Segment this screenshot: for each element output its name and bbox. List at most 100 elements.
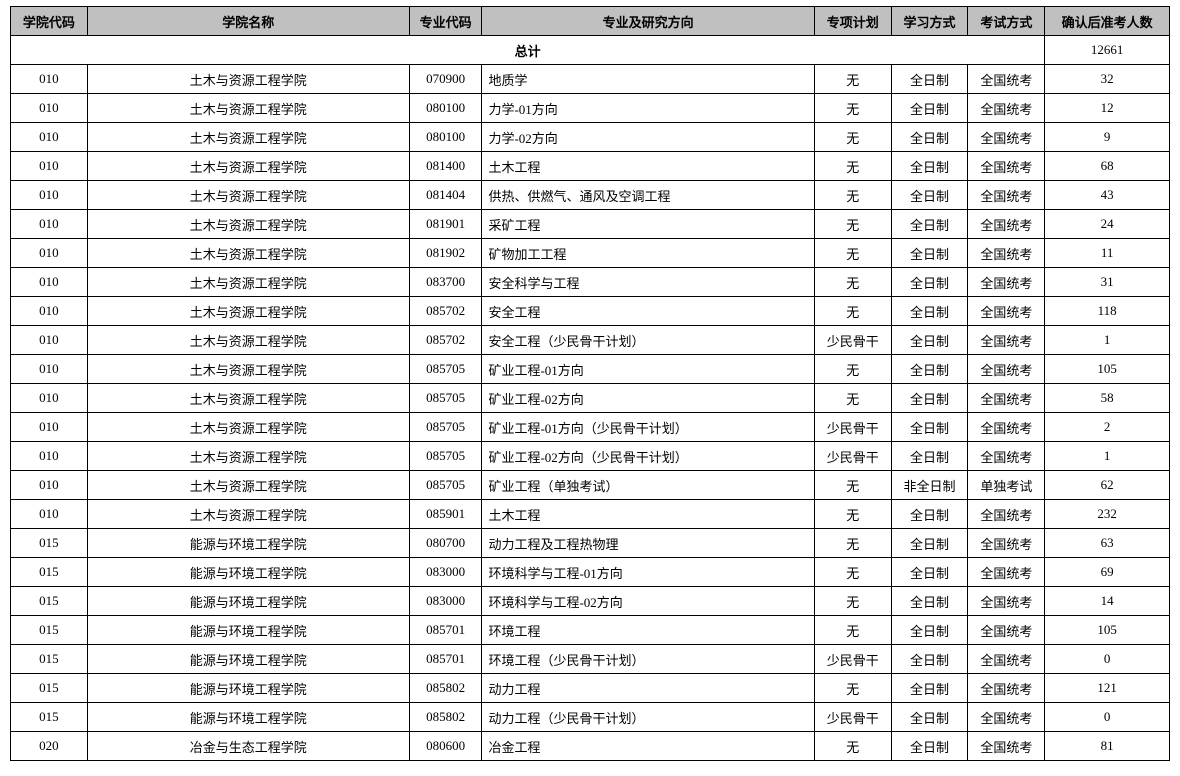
- cell-plan: 少民骨干: [814, 413, 891, 442]
- cell-major-name: 冶金工程: [482, 732, 814, 761]
- cell-count: 69: [1045, 558, 1170, 587]
- cell-exam-mode: 全国统考: [968, 645, 1045, 674]
- table-row: 010土木与资源工程学院070900地质学无全日制全国统考32: [11, 65, 1170, 94]
- cell-plan: 无: [814, 674, 891, 703]
- cell-major-code: 085705: [409, 384, 482, 413]
- cell-plan: 无: [814, 239, 891, 268]
- cell-major-name: 环境工程: [482, 616, 814, 645]
- cell-school-code: 010: [11, 326, 88, 355]
- cell-study-mode: 全日制: [891, 442, 968, 471]
- total-label: 总计: [11, 36, 1045, 65]
- cell-plan: 无: [814, 123, 891, 152]
- cell-major-code: 085705: [409, 471, 482, 500]
- cell-count: 58: [1045, 384, 1170, 413]
- cell-count: 62: [1045, 471, 1170, 500]
- cell-plan: 无: [814, 210, 891, 239]
- cell-school-code: 020: [11, 732, 88, 761]
- cell-school-code: 010: [11, 65, 88, 94]
- cell-major-name: 安全工程: [482, 297, 814, 326]
- cell-exam-mode: 全国统考: [968, 239, 1045, 268]
- cell-exam-mode: 全国统考: [968, 123, 1045, 152]
- cell-major-code: 085901: [409, 500, 482, 529]
- cell-school-code: 010: [11, 210, 88, 239]
- cell-exam-mode: 全国统考: [968, 529, 1045, 558]
- cell-study-mode: 全日制: [891, 268, 968, 297]
- cell-study-mode: 全日制: [891, 65, 968, 94]
- cell-major-code: 081902: [409, 239, 482, 268]
- cell-school-name: 土木与资源工程学院: [87, 94, 409, 123]
- cell-exam-mode: 全国统考: [968, 152, 1045, 181]
- cell-exam-mode: 全国统考: [968, 616, 1045, 645]
- table-row: 015能源与环境工程学院085701环境工程无全日制全国统考105: [11, 616, 1170, 645]
- table-row: 010土木与资源工程学院085705矿业工程-01方向（少民骨干计划）少民骨干全…: [11, 413, 1170, 442]
- cell-exam-mode: 全国统考: [968, 674, 1045, 703]
- cell-plan: 无: [814, 500, 891, 529]
- cell-school-code: 015: [11, 703, 88, 732]
- cell-school-name: 土木与资源工程学院: [87, 210, 409, 239]
- cell-school-code: 010: [11, 181, 88, 210]
- col-exam-mode: 考试方式: [968, 7, 1045, 36]
- cell-plan: 少民骨干: [814, 645, 891, 674]
- cell-exam-mode: 全国统考: [968, 732, 1045, 761]
- cell-study-mode: 全日制: [891, 703, 968, 732]
- cell-major-name: 矿业工程-02方向: [482, 384, 814, 413]
- table-row: 010土木与资源工程学院085705矿业工程-02方向无全日制全国统考58: [11, 384, 1170, 413]
- table-row: 010土木与资源工程学院081404供热、供燃气、通风及空调工程无全日制全国统考…: [11, 181, 1170, 210]
- cell-count: 0: [1045, 703, 1170, 732]
- cell-major-code: 080100: [409, 94, 482, 123]
- cell-count: 31: [1045, 268, 1170, 297]
- cell-study-mode: 非全日制: [891, 471, 968, 500]
- cell-school-name: 能源与环境工程学院: [87, 558, 409, 587]
- table-row: 020冶金与生态工程学院080600冶金工程无全日制全国统考81: [11, 732, 1170, 761]
- cell-study-mode: 全日制: [891, 645, 968, 674]
- table-header: 学院代码 学院名称 专业代码 专业及研究方向 专项计划 学习方式 考试方式 确认…: [11, 7, 1170, 36]
- cell-count: 1: [1045, 326, 1170, 355]
- cell-school-name: 土木与资源工程学院: [87, 413, 409, 442]
- cell-plan: 无: [814, 268, 891, 297]
- cell-major-name: 动力工程: [482, 674, 814, 703]
- table-row: 015能源与环境工程学院085701环境工程（少民骨干计划）少民骨干全日制全国统…: [11, 645, 1170, 674]
- cell-school-code: 010: [11, 152, 88, 181]
- table-body: 总计 12661 010土木与资源工程学院070900地质学无全日制全国统考32…: [11, 36, 1170, 761]
- cell-major-name: 安全科学与工程: [482, 268, 814, 297]
- total-row: 总计 12661: [11, 36, 1170, 65]
- total-value: 12661: [1045, 36, 1170, 65]
- cell-school-name: 土木与资源工程学院: [87, 471, 409, 500]
- cell-exam-mode: 全国统考: [968, 326, 1045, 355]
- cell-exam-mode: 全国统考: [968, 587, 1045, 616]
- cell-school-name: 土木与资源工程学院: [87, 297, 409, 326]
- cell-count: 12: [1045, 94, 1170, 123]
- cell-plan: 无: [814, 471, 891, 500]
- cell-major-name: 土木工程: [482, 152, 814, 181]
- cell-study-mode: 全日制: [891, 181, 968, 210]
- cell-exam-mode: 全国统考: [968, 703, 1045, 732]
- cell-school-name: 土木与资源工程学院: [87, 152, 409, 181]
- col-count: 确认后准考人数: [1045, 7, 1170, 36]
- cell-count: 118: [1045, 297, 1170, 326]
- cell-school-code: 010: [11, 297, 88, 326]
- cell-school-code: 010: [11, 94, 88, 123]
- cell-count: 24: [1045, 210, 1170, 239]
- cell-study-mode: 全日制: [891, 94, 968, 123]
- table-row: 010土木与资源工程学院085705矿业工程-02方向（少民骨干计划）少民骨干全…: [11, 442, 1170, 471]
- cell-major-code: 085702: [409, 326, 482, 355]
- cell-exam-mode: 全国统考: [968, 94, 1045, 123]
- cell-major-name: 动力工程及工程热物理: [482, 529, 814, 558]
- cell-major-name: 力学-02方向: [482, 123, 814, 152]
- cell-major-name: 动力工程（少民骨干计划）: [482, 703, 814, 732]
- cell-school-name: 土木与资源工程学院: [87, 123, 409, 152]
- table-row: 015能源与环境工程学院085802动力工程无全日制全国统考121: [11, 674, 1170, 703]
- cell-school-name: 能源与环境工程学院: [87, 703, 409, 732]
- cell-exam-mode: 全国统考: [968, 210, 1045, 239]
- cell-count: 68: [1045, 152, 1170, 181]
- cell-major-code: 085705: [409, 355, 482, 384]
- cell-plan: 无: [814, 732, 891, 761]
- cell-plan: 少民骨干: [814, 442, 891, 471]
- cell-study-mode: 全日制: [891, 355, 968, 384]
- cell-study-mode: 全日制: [891, 587, 968, 616]
- cell-plan: 无: [814, 587, 891, 616]
- table-row: 010土木与资源工程学院085702安全工程无全日制全国统考118: [11, 297, 1170, 326]
- cell-exam-mode: 单独考试: [968, 471, 1045, 500]
- cell-school-code: 010: [11, 355, 88, 384]
- cell-school-name: 土木与资源工程学院: [87, 65, 409, 94]
